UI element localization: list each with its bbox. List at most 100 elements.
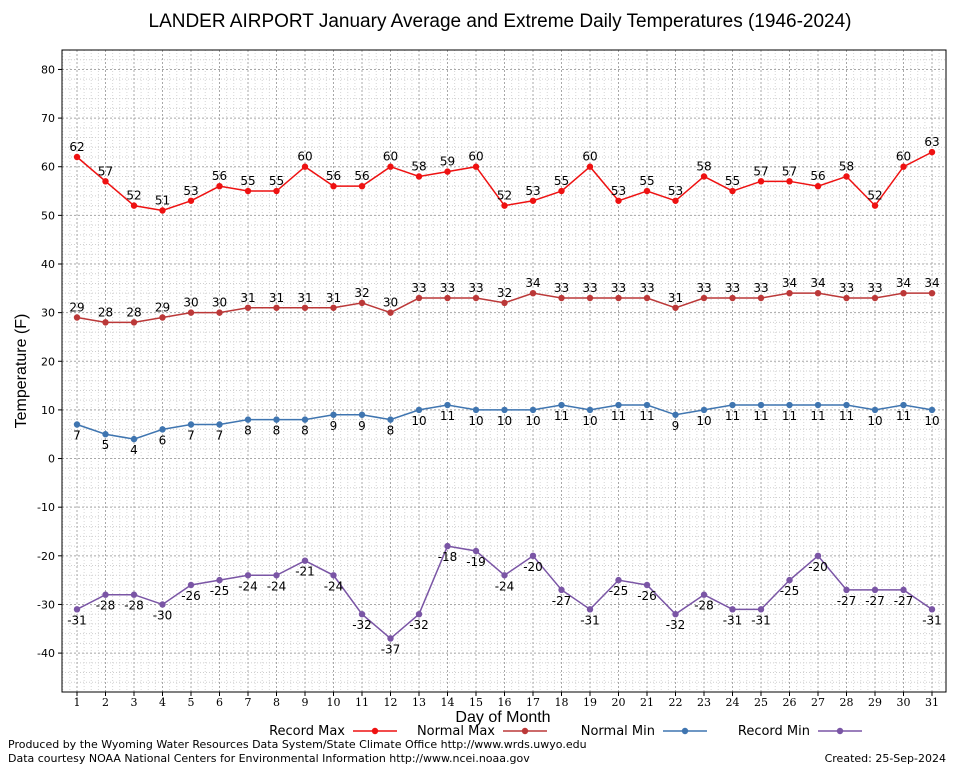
x-tick-label: 4 — [159, 696, 166, 709]
legend-item: Record Min — [738, 724, 862, 739]
data-point — [586, 294, 594, 302]
x-tick-label: 17 — [526, 696, 540, 709]
data-point — [301, 557, 309, 564]
data-point — [273, 304, 280, 311]
data-point — [159, 601, 166, 608]
data-point — [358, 610, 366, 618]
data-label: -25 — [609, 584, 629, 598]
y-tick-label: 40 — [41, 258, 55, 271]
data-label: 63 — [924, 135, 939, 149]
data-point — [757, 606, 765, 613]
data-point — [358, 182, 366, 190]
data-label: -26 — [637, 589, 657, 603]
data-point — [643, 581, 651, 589]
data-point — [586, 406, 594, 414]
data-point — [301, 416, 309, 423]
data-point — [358, 299, 366, 307]
data-point — [786, 289, 793, 297]
data-label: -24 — [267, 579, 287, 593]
data-point — [301, 163, 309, 170]
data-point — [330, 572, 337, 579]
data-point — [586, 163, 594, 170]
data-point — [387, 635, 394, 642]
data-label: 32 — [497, 286, 512, 300]
data-point — [643, 401, 651, 409]
data-point — [244, 187, 252, 195]
x-tick-labels: 1 2 3 4 5 6 7 8 9 10 11 12 13 14 15 16 17 18 19 20 21 22 23 24 2… — [74, 696, 940, 709]
y-axis-label: Temperature (F) — [13, 314, 30, 429]
data-label: -31 — [922, 613, 942, 627]
data-point — [330, 411, 337, 418]
data-point — [843, 401, 850, 409]
data-point — [130, 435, 138, 443]
data-label: 10 — [525, 414, 540, 428]
x-tick-label: 5 — [188, 696, 195, 709]
data-point — [387, 163, 394, 170]
data-point — [244, 416, 252, 423]
data-point — [216, 421, 223, 428]
data-label: 58 — [839, 159, 854, 173]
data-point — [558, 294, 565, 302]
series-normal-min: 7 5 4 6 7 7 8 8 8 9 9 8 10 11 10 10 10 11 10 11 11 9 10 11 11 11 1… — [73, 401, 940, 457]
x-tick-label: 27 — [811, 696, 825, 709]
data-point — [159, 426, 166, 433]
data-label: 11 — [639, 409, 654, 423]
x-tick-label: 11 — [355, 696, 369, 709]
legend-item: Record Max — [269, 724, 397, 739]
data-label: 33 — [753, 281, 768, 295]
legend-label: Record Min — [738, 724, 810, 739]
data-point — [729, 294, 736, 302]
data-point — [900, 163, 907, 170]
x-tick-label: 23 — [697, 696, 711, 709]
data-point — [529, 197, 537, 204]
data-point — [843, 586, 850, 594]
data-label: 11 — [554, 409, 569, 423]
series-record-max: 62 57 52 51 53 56 55 55 60 56 56 60 58 59 60 52 53 55 60 53… — [69, 135, 940, 214]
data-point — [187, 421, 195, 428]
y-tick-label: 10 — [41, 404, 55, 417]
data-point — [472, 294, 480, 302]
data-point — [244, 572, 252, 579]
data-label: -26 — [181, 589, 201, 603]
data-label: 55 — [269, 174, 284, 188]
y-tick-label: 70 — [41, 112, 55, 125]
data-point — [387, 416, 394, 423]
data-label: 33 — [611, 281, 626, 295]
data-label: 33 — [839, 281, 854, 295]
data-point — [900, 401, 907, 409]
data-label: 33 — [639, 281, 654, 295]
legend-label: Normal Max — [417, 724, 495, 739]
data-label: -21 — [295, 565, 315, 579]
data-point — [672, 610, 679, 618]
data-label: 31 — [668, 291, 683, 305]
axis-ticks — [58, 68, 933, 696]
x-tick-label: 24 — [726, 696, 740, 709]
data-label: 33 — [867, 281, 882, 295]
x-tick-label: 2 — [102, 696, 109, 709]
data-point — [444, 168, 451, 175]
data-label: 32 — [354, 286, 369, 300]
data-label: 33 — [554, 281, 569, 295]
data-point — [700, 294, 708, 302]
legend-item: Normal Max — [417, 724, 547, 739]
data-point — [102, 431, 109, 438]
data-label: 4 — [130, 443, 138, 457]
data-point — [871, 202, 879, 209]
data-label: 30 — [383, 296, 398, 310]
data-label: 11 — [753, 409, 768, 423]
data-point — [700, 173, 708, 180]
data-point — [415, 610, 423, 618]
data-label: 11 — [839, 409, 854, 423]
data-label: 60 — [582, 150, 597, 164]
data-point — [729, 606, 736, 613]
data-label: 11 — [810, 409, 825, 423]
data-point — [900, 289, 907, 297]
data-label: -31 — [723, 613, 743, 627]
data-point — [130, 591, 138, 598]
data-point — [643, 187, 651, 195]
data-label: -37 — [381, 643, 401, 657]
data-label: 8 — [244, 424, 252, 438]
data-label: 7 — [216, 429, 224, 443]
data-label: 52 — [867, 189, 882, 203]
